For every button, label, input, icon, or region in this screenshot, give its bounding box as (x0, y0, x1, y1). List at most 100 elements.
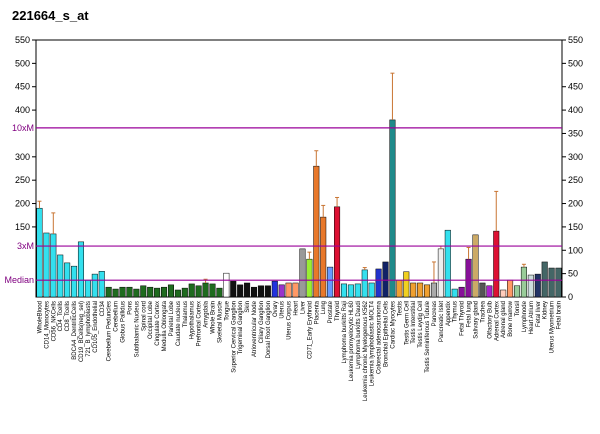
bar (451, 288, 458, 298)
x-tick-label: 721_B_lymphoblasts (86, 301, 92, 357)
x-tick-label: Olfactory Bulb (487, 300, 493, 338)
x-tick-label: Thalamus (183, 301, 189, 327)
x-tick-label: Testis Leydig Cell (418, 301, 424, 348)
bar (181, 287, 188, 298)
bar (500, 289, 507, 298)
bar (403, 271, 410, 298)
y-tick-label-right: 0 (568, 292, 573, 302)
bar (257, 285, 264, 298)
bar (513, 285, 521, 298)
bar (209, 283, 216, 298)
x-tick-label: Subthalamic Nucleus (134, 301, 140, 357)
y-tick-label-right: 250 (568, 175, 583, 185)
bar (327, 266, 334, 298)
x-tick-label: CD19_BCells(neg_sel) (79, 301, 85, 362)
y-tick-label-right: 300 (568, 152, 583, 162)
x-tick-label: CD4_Tcells (58, 301, 64, 331)
x-tick-label: Prefrontal Cortex (197, 301, 203, 346)
bar (375, 268, 382, 298)
x-tick-label: Lymphnode (522, 300, 528, 332)
y-tick-label-right: 350 (568, 128, 583, 138)
x-tick-label: Kidney (543, 301, 549, 319)
bar (334, 206, 341, 298)
plot-frame (35, 39, 563, 298)
bar (313, 165, 320, 298)
bar (465, 258, 472, 298)
x-tick-label: Adrenal Cortex (494, 301, 500, 341)
x-tick-label: Uterus Corpus (287, 301, 293, 340)
bar (347, 284, 354, 298)
bar (161, 286, 168, 298)
bar (354, 283, 361, 298)
bar (77, 241, 85, 298)
y-tick-label-left: 300 (15, 152, 30, 162)
bar (216, 287, 223, 298)
y-tick-label-right: 200 (568, 199, 583, 209)
x-tick-label: Leukemia promyelocytic HL60 (349, 300, 355, 381)
bar (486, 285, 493, 298)
bar (430, 282, 437, 298)
bar (534, 273, 541, 298)
x-tick-label: Fetal Thyroid (460, 301, 466, 336)
y-tick-label-left: 450 (15, 82, 30, 92)
y-tick-label-right: 400 (568, 105, 583, 115)
x-tick-label: BDCA4_DentriticCells (72, 301, 78, 360)
bar (43, 232, 50, 298)
x-tick-label: Globus Pallidus (121, 301, 127, 343)
x-tick-label: Placenta (314, 300, 320, 324)
x-tick-label: Salivary gland (473, 301, 479, 339)
bar (91, 273, 98, 298)
bar (84, 279, 91, 298)
x-tick-label: Skin (245, 301, 251, 313)
y-tick-label-left: 150 (15, 222, 30, 232)
y-tick-label-right: 500 (568, 58, 583, 68)
x-tick-label: Cardiac Myocytes (390, 301, 396, 349)
bar (437, 248, 444, 298)
chart-title: 221664_s_at (12, 8, 89, 23)
bar (126, 286, 133, 298)
bar (278, 284, 285, 298)
x-tick-label: Amygdala (204, 300, 210, 327)
bar (202, 282, 209, 298)
bar (223, 272, 230, 298)
x-tick-label: Lymphoma burkitts Daudi (356, 301, 362, 369)
bar (147, 286, 154, 298)
x-tick-label: Leukemia lymphoblastic MOLT4 (370, 300, 376, 386)
bar (244, 282, 251, 298)
bar (188, 283, 195, 298)
x-tick-label: Spinal cord (141, 301, 147, 331)
x-tick-label: Pancreatic Islet (439, 301, 445, 342)
x-tick-label: Testis Seminiferous Tubule (425, 300, 431, 372)
bar (507, 279, 514, 298)
bar (36, 207, 43, 298)
bar (541, 261, 548, 298)
x-tick-label: Thymus (453, 301, 459, 322)
y-tick-label-right: 50 (568, 269, 578, 279)
x-tick-label: Tongue (224, 300, 230, 320)
bar (472, 234, 479, 298)
y-tick-label-left: 400 (15, 105, 30, 115)
bar (250, 286, 258, 298)
x-tick-label: Atrioventricular Node (252, 300, 258, 357)
x-tick-label: WholeBlood (37, 301, 43, 333)
x-tick-label: Parietal Lobe (169, 300, 175, 336)
bar (167, 284, 174, 298)
x-tick-label: Superior Cervical Ganglion (231, 301, 237, 373)
x-tick-label: Medulla Oblongata (162, 300, 168, 351)
x-tick-label: Hypothalamus (190, 301, 196, 339)
x-tick-label: Caudate nucleus (176, 301, 182, 346)
bar (112, 288, 119, 298)
y-tick-label-right: 550 (568, 35, 583, 45)
bar (520, 266, 527, 298)
bar (410, 282, 417, 298)
bar (361, 269, 368, 298)
bar (458, 286, 465, 298)
reference-label: 10xM (12, 123, 34, 133)
x-tick-label: Fetal lung (467, 301, 473, 327)
bar (444, 229, 451, 298)
x-tick-label: Occipital Lobe (148, 300, 154, 339)
bar (271, 280, 278, 298)
x-tick-label: Appendix (446, 301, 452, 326)
bar (230, 280, 237, 298)
bar (98, 271, 105, 298)
